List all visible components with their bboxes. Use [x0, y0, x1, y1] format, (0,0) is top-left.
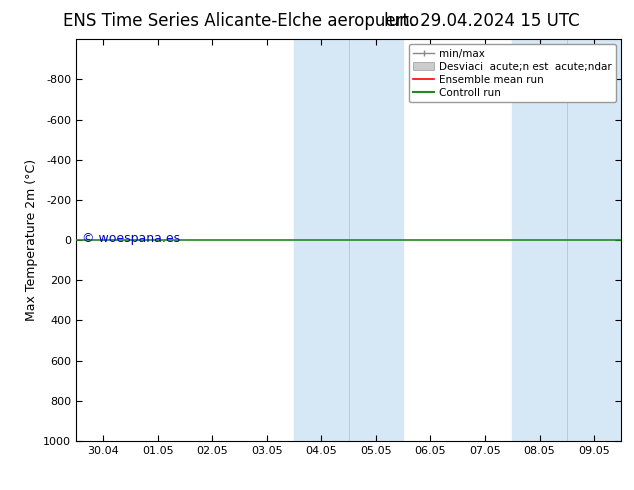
Text: ENS Time Series Alicante-Elche aeropuerto: ENS Time Series Alicante-Elche aeropuert… — [63, 12, 419, 30]
Bar — [294, 39, 403, 441]
Legend: min/max, Desviaci  acute;n est  acute;ndar, Ensemble mean run, Controll run: min/max, Desviaci acute;n est acute;ndar… — [409, 45, 616, 102]
Bar — [512, 39, 621, 441]
Text: lun. 29.04.2024 15 UTC: lun. 29.04.2024 15 UTC — [384, 12, 579, 30]
Y-axis label: Max Temperature 2m (°C): Max Temperature 2m (°C) — [25, 159, 37, 321]
Text: © woespana.es: © woespana.es — [82, 232, 179, 245]
